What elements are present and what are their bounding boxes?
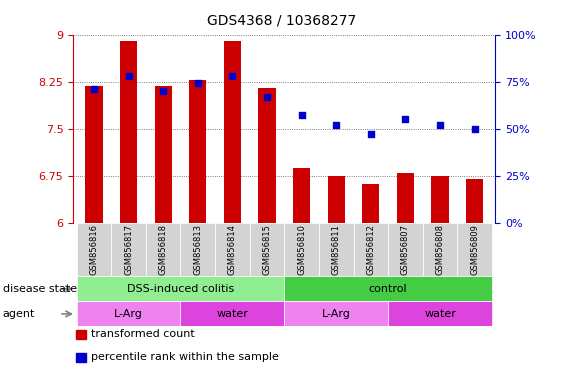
Point	[401, 116, 410, 122]
Text: GSM856813: GSM856813	[193, 224, 202, 275]
Bar	[466, 179, 483, 223]
FancyBboxPatch shape	[181, 301, 284, 326]
Text: GSM856807: GSM856807	[401, 224, 410, 275]
Text: GSM856812: GSM856812	[367, 224, 376, 275]
Point	[297, 113, 306, 119]
FancyBboxPatch shape	[215, 223, 250, 276]
Bar	[258, 88, 276, 223]
Point	[90, 86, 99, 92]
Text: control: control	[369, 284, 408, 294]
FancyBboxPatch shape	[181, 223, 215, 276]
FancyBboxPatch shape	[250, 223, 284, 276]
Text: percentile rank within the sample: percentile rank within the sample	[91, 352, 279, 362]
Text: water: water	[216, 309, 248, 319]
Point	[332, 122, 341, 128]
Point	[470, 126, 479, 132]
Bar	[189, 80, 207, 223]
Text: GSM856809: GSM856809	[470, 224, 479, 275]
Point	[159, 88, 168, 94]
Text: L-Arg: L-Arg	[114, 309, 143, 319]
Point	[436, 122, 445, 128]
Text: DSS-induced colitis: DSS-induced colitis	[127, 284, 234, 294]
Point	[262, 94, 271, 100]
Text: GSM856814: GSM856814	[228, 224, 237, 275]
Text: GSM856810: GSM856810	[297, 224, 306, 275]
FancyBboxPatch shape	[284, 276, 492, 301]
Text: GSM856808: GSM856808	[436, 224, 445, 275]
Point	[193, 80, 202, 86]
Text: transformed count: transformed count	[91, 329, 195, 339]
Text: GSM856818: GSM856818	[159, 224, 168, 275]
Bar	[328, 176, 345, 223]
FancyBboxPatch shape	[77, 223, 111, 276]
Text: agent: agent	[3, 309, 35, 319]
Bar	[154, 86, 172, 223]
Text: disease state: disease state	[3, 284, 77, 294]
Text: GSM856811: GSM856811	[332, 224, 341, 275]
Text: GSM856817: GSM856817	[124, 224, 133, 275]
Bar	[397, 172, 414, 223]
FancyBboxPatch shape	[423, 223, 457, 276]
FancyBboxPatch shape	[111, 223, 146, 276]
Text: GSM856815: GSM856815	[262, 224, 271, 275]
Bar	[431, 176, 449, 223]
FancyBboxPatch shape	[284, 223, 319, 276]
FancyBboxPatch shape	[319, 223, 354, 276]
FancyBboxPatch shape	[284, 301, 388, 326]
FancyBboxPatch shape	[388, 223, 423, 276]
Bar	[362, 184, 379, 223]
Text: GDS4368 / 10368277: GDS4368 / 10368277	[207, 13, 356, 27]
Bar	[293, 167, 310, 223]
Bar	[86, 86, 102, 223]
Text: water: water	[424, 309, 456, 319]
Point	[228, 73, 237, 79]
FancyBboxPatch shape	[146, 223, 181, 276]
FancyBboxPatch shape	[354, 223, 388, 276]
Text: GSM856816: GSM856816	[90, 224, 99, 275]
FancyBboxPatch shape	[457, 223, 492, 276]
Text: L-Arg: L-Arg	[322, 309, 351, 319]
Bar	[224, 41, 241, 223]
Bar	[120, 41, 137, 223]
Point	[124, 73, 133, 79]
FancyBboxPatch shape	[388, 301, 492, 326]
Point	[367, 131, 376, 137]
FancyBboxPatch shape	[77, 301, 181, 326]
FancyBboxPatch shape	[77, 276, 284, 301]
